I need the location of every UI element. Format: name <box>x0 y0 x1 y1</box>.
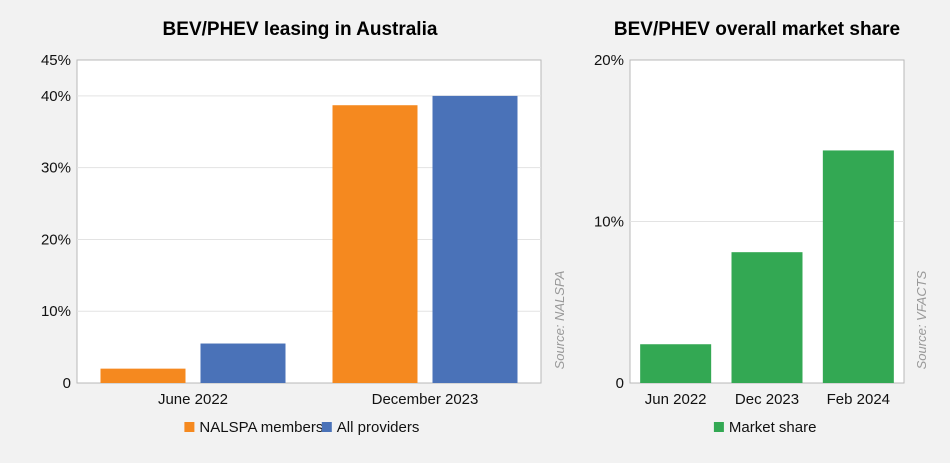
bar-market-share-2 <box>731 252 803 383</box>
x-category-label: Feb 2024 <box>827 391 890 408</box>
source-note: Source: NALSPA <box>552 271 567 370</box>
bar-nalspa-members-1 <box>100 368 186 383</box>
x-category-label: June 2022 <box>158 391 228 408</box>
legend-label: All providers <box>337 419 420 436</box>
legend-swatch <box>321 422 332 432</box>
y-tick-label: 20% <box>594 52 624 69</box>
legend-swatch <box>184 422 195 432</box>
y-tick-label: 40% <box>41 88 71 105</box>
legend: Market share <box>713 419 817 436</box>
bar-all-providers-1 <box>200 343 286 383</box>
chart-2: BEV/PHEV overall market share 0 10% 20% Jun … <box>594 19 929 436</box>
bar-all-providers-2 <box>432 95 518 383</box>
y-tick-label: 30% <box>41 160 71 177</box>
x-category-label: December 2023 <box>372 391 479 408</box>
chart-title: BEV/PHEV leasing in Australia <box>163 19 438 40</box>
legend-label: Market share <box>729 419 817 436</box>
source-note: Source: VFACTS <box>914 270 929 369</box>
chart-title: BEV/PHEV overall market share <box>614 19 900 40</box>
bar-market-share-3 <box>822 150 894 383</box>
x-category-label: Jun 2022 <box>645 391 707 408</box>
y-tick-label: 20% <box>41 231 71 248</box>
legend-label: NALSPA members <box>199 419 323 436</box>
legend-swatch <box>713 422 724 432</box>
legend: NALSPA members All providers <box>184 419 419 436</box>
y-tick-label: 45% <box>41 52 71 69</box>
y-tick-label: 0 <box>616 375 624 392</box>
y-tick-label: 0 <box>63 375 71 392</box>
y-tick-label: 10% <box>41 303 71 320</box>
chart-1: BEV/PHEV leasing in Australia 0 10% 20% 30% 4… <box>41 19 567 436</box>
bar-market-share-1 <box>640 344 712 383</box>
x-category-label: Dec 2023 <box>735 391 799 408</box>
bar-nalspa-members-2 <box>332 105 418 383</box>
y-tick-label: 10% <box>594 214 624 231</box>
